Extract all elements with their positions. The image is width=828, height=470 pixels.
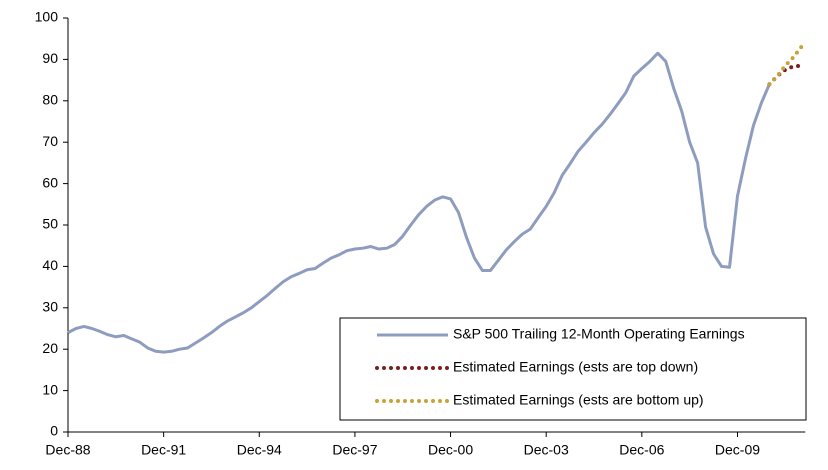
x-tick-label: Dec-88	[45, 442, 90, 458]
series-line	[767, 44, 804, 87]
legend-label: Estimated Earnings (ests are bottom up)	[453, 392, 704, 408]
x-tick-label: Dec-09	[715, 442, 760, 458]
y-tick-label: 80	[42, 92, 58, 108]
y-tick-label: 20	[42, 340, 58, 356]
y-tick-label: 0	[50, 423, 58, 439]
y-tick-label: 60	[42, 174, 58, 190]
x-tick-label: Dec-06	[619, 442, 664, 458]
y-tick-label: 50	[42, 216, 58, 232]
x-tick-label: Dec-94	[237, 442, 282, 458]
legend-label: S&P 500 Trailing 12-Month Operating Earn…	[453, 326, 745, 342]
x-tick-label: Dec-00	[428, 442, 473, 458]
y-tick-label: 40	[42, 257, 58, 273]
y-tick-label: 70	[42, 133, 58, 149]
y-tick-label: 10	[42, 381, 58, 397]
y-tick-label: 30	[42, 299, 58, 315]
series-line	[767, 63, 804, 87]
x-tick-label: Dec-97	[332, 442, 377, 458]
legend-label: Estimated Earnings (ests are top down)	[453, 359, 698, 375]
x-tick-label: Dec-91	[141, 442, 186, 458]
y-tick-label: 90	[42, 50, 58, 66]
series-line	[67, 51, 771, 354]
x-tick-label: Dec-03	[524, 442, 569, 458]
y-tick-label: 100	[35, 9, 59, 25]
